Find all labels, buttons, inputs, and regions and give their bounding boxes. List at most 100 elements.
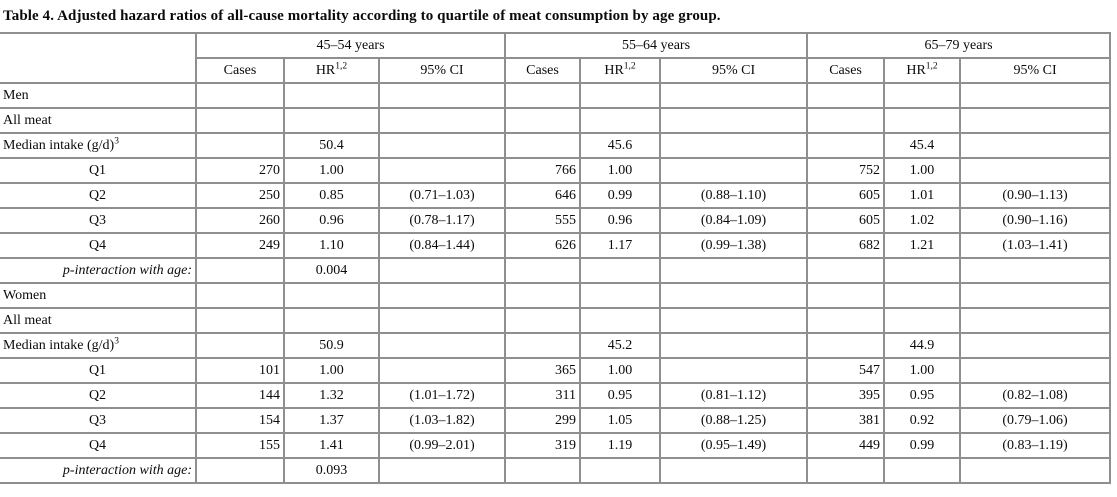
table-cell-ci (377, 132, 507, 159)
hazard-ratio-table: 45–54 years 55–64 years 65–79 years Case… (0, 32, 1112, 484)
table-cell-cases: 555 (504, 207, 582, 234)
table-cell-ci: (0.82–1.08) (959, 382, 1112, 409)
label-footnote-superscript: 3 (114, 335, 119, 346)
table-cell-cases (195, 107, 285, 134)
table-cell-ci: (0.71–1.03) (377, 182, 507, 209)
table-cell-hr: 0.96 (283, 207, 380, 234)
table-cell-ci (659, 307, 809, 334)
table-row: Q4 249 1.10 (0.84–1.44) 626 1.17 (0.99–1.38) 68… (0, 232, 1112, 259)
table-cell-hr (579, 307, 662, 334)
table-cell-hr: 0.85 (283, 182, 380, 209)
table-row: Q3 260 0.96 (0.78–1.17) 555 0.96 (0.84–1.09) 60… (0, 207, 1112, 234)
table-row: Q1 101 1.00 365 1.00 547 1.00 (0, 357, 1112, 384)
table-cell-hr (883, 107, 962, 134)
table-cell-hr: 0.92 (883, 407, 962, 434)
table-cell-cases (504, 332, 582, 359)
table-cell-hr: 1.17 (579, 232, 662, 259)
row-label: Q3 (0, 407, 197, 434)
table-cell-ci (377, 157, 507, 184)
row-label: Median intake (g/d)3 (0, 132, 197, 159)
table-cell-cases (504, 132, 582, 159)
table-cell-cases: 101 (195, 357, 285, 384)
table-cell-cases: 250 (195, 182, 285, 209)
table-cell-cases (806, 132, 886, 159)
table-cell-ci (959, 157, 1112, 184)
table-cell-cases: 319 (504, 432, 582, 459)
table-cell-cases: 547 (806, 357, 886, 384)
table-cell-cases (195, 132, 285, 159)
table-cell-hr: 1.10 (283, 232, 380, 259)
row-label: Q4 (0, 432, 197, 459)
row-label: Median intake (g/d)3 (0, 332, 197, 359)
table-cell-ci: (0.84–1.09) (659, 207, 809, 234)
table-cell-cases (504, 282, 582, 309)
table-cell-ci: (0.90–1.13) (959, 182, 1112, 209)
table-cell-ci (959, 257, 1112, 284)
label-footnote-superscript: 3 (114, 135, 119, 146)
table-cell-hr (579, 457, 662, 484)
table-cell-cases: 154 (195, 407, 285, 434)
table-cell-ci (959, 82, 1112, 109)
table-cell-hr: 1.05 (579, 407, 662, 434)
row-label: Men (0, 82, 197, 109)
table-cell-cases (504, 257, 582, 284)
table-cell-hr: 1.19 (579, 432, 662, 459)
table-cell-ci: (0.95–1.49) (659, 432, 809, 459)
table-cell-cases: 449 (806, 432, 886, 459)
table-cell-hr: 1.01 (883, 182, 962, 209)
table-cell-ci: (0.84–1.44) (377, 232, 507, 259)
row-label: Women (0, 282, 197, 309)
row-label: Q3 (0, 207, 197, 234)
table-cell-cases: 260 (195, 207, 285, 234)
age-group-55-64: 55–64 years (504, 32, 809, 59)
age-group-45-54: 45–54 years (194, 32, 507, 59)
table-row: p-interaction with age: 0.093 (0, 457, 1112, 484)
row-label: All meat (0, 307, 197, 334)
table-row: Q1 270 1.00 766 1.00 752 1.00 (0, 157, 1112, 184)
table-row: Median intake (g/d)3 50.4 45.6 45.4 (0, 132, 1112, 159)
table-row: Q3 154 1.37 (1.03–1.82) 299 1.05 (0.88–1.25) 38… (0, 407, 1112, 434)
table-cell-ci: (0.78–1.17) (377, 207, 507, 234)
table-cell-ci (377, 257, 507, 284)
table-cell-cases (806, 107, 886, 134)
table-cell-cases: 766 (504, 157, 582, 184)
table-cell-cases (504, 457, 582, 484)
table-cell-hr: 1.00 (883, 157, 962, 184)
table-cell-ci (377, 82, 507, 109)
table-cell-ci: (0.81–1.12) (659, 382, 809, 409)
table-cell-ci (377, 282, 507, 309)
table-cell-ci (377, 307, 507, 334)
table-cell-cases (504, 107, 582, 134)
table-cell-ci (959, 332, 1112, 359)
table-cell-cases (195, 282, 285, 309)
table-row: Women (0, 282, 1112, 309)
table-cell-hr: 45.6 (579, 132, 662, 159)
table-cell-cases: 646 (504, 182, 582, 209)
table-cell-ci (959, 282, 1112, 309)
table-cell-cases (195, 257, 285, 284)
table-cell-hr (883, 457, 962, 484)
table-cell-cases (806, 257, 886, 284)
table-cell-cases: 605 (806, 182, 886, 209)
sub-header-ci: 95% CI (377, 57, 507, 84)
table-row: Q4 155 1.41 (0.99–2.01) 319 1.19 (0.95–1.49) 44… (0, 432, 1112, 459)
table-cell-hr: 1.02 (883, 207, 962, 234)
table-row: Median intake (g/d)3 50.9 45.2 44.9 (0, 332, 1112, 359)
table-cell-hr: 44.9 (883, 332, 962, 359)
table-cell-cases: 249 (195, 232, 285, 259)
table-cell-ci (659, 82, 809, 109)
sub-header-ci: 95% CI (659, 57, 809, 84)
row-label: Q2 (0, 382, 197, 409)
table-cell-ci (959, 132, 1112, 159)
table-cell-hr (283, 282, 380, 309)
table-cell-ci (377, 357, 507, 384)
table-cell-hr: 0.093 (283, 457, 380, 484)
sub-header-cases: Cases (504, 57, 582, 84)
row-label: p-interaction with age: (0, 457, 197, 484)
table-cell-cases (195, 457, 285, 484)
table-cell-hr: 1.00 (883, 357, 962, 384)
table-cell-ci (377, 107, 507, 134)
table-cell-ci (959, 357, 1112, 384)
table-row: Men (0, 82, 1112, 109)
